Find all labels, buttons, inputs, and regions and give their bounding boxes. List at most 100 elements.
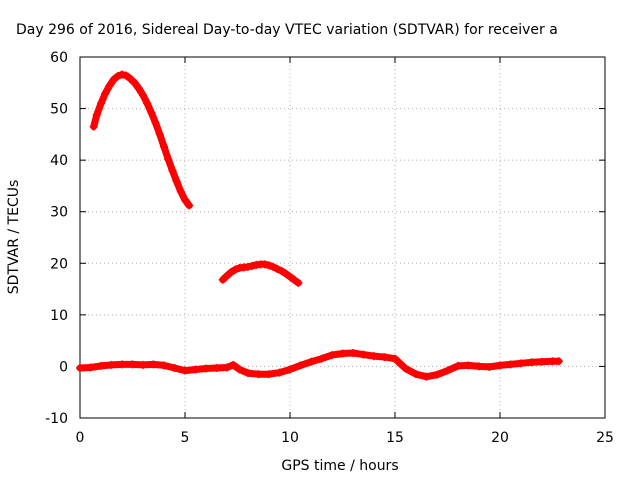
data-point: [317, 354, 326, 363]
chart-title: Day 296 of 2016, Sidereal Day-to-day VTE…: [16, 22, 558, 38]
data-point: [147, 108, 156, 117]
data-point: [223, 271, 231, 280]
data-point: [380, 353, 389, 362]
data-point: [307, 357, 315, 366]
data-point: [191, 365, 200, 374]
data-point: [286, 272, 294, 281]
data-point: [290, 275, 299, 284]
data-point: [139, 91, 147, 100]
x-tick-label: 5: [181, 430, 190, 446]
data-point: [231, 265, 240, 274]
data-series: [76, 70, 563, 381]
x-tick-label: 0: [76, 430, 85, 446]
data-point: [286, 365, 294, 374]
data-point: [454, 361, 462, 370]
data-point: [296, 361, 305, 370]
y-tick-label: 50: [50, 102, 68, 118]
data-point: [527, 358, 536, 367]
data-point: [464, 361, 473, 370]
data-point: [265, 261, 273, 270]
data-point: [412, 370, 420, 379]
data-point: [227, 268, 236, 277]
data-point: [443, 366, 452, 375]
data-point: [269, 262, 278, 271]
data-point: [118, 70, 126, 79]
data-point: [538, 357, 546, 366]
data-point: [517, 359, 525, 368]
series-arc-3: [76, 349, 563, 381]
data-point: [496, 361, 504, 370]
data-point: [86, 363, 95, 372]
data-point: [370, 352, 378, 361]
data-point: [223, 363, 231, 372]
x-tick-label: 15: [386, 430, 404, 446]
data-point: [122, 71, 131, 80]
data-point: [92, 110, 101, 119]
data-point: [506, 360, 515, 369]
y-axis-label: SDTVAR / TECUs: [6, 180, 22, 295]
data-point: [160, 142, 168, 151]
data-point: [391, 354, 399, 363]
data-point: [168, 166, 177, 175]
data-point: [218, 275, 227, 284]
data-point: [485, 362, 494, 371]
x-axis-label: GPS time / hours: [281, 458, 398, 474]
x-tick-label: 25: [596, 430, 614, 446]
data-point: [128, 360, 137, 369]
data-point: [134, 84, 143, 93]
data-point: [265, 370, 273, 379]
data-point: [126, 74, 135, 83]
data-point: [139, 360, 147, 369]
data-point: [475, 362, 483, 371]
data-point: [229, 360, 238, 369]
data-point: [97, 99, 105, 108]
data-point: [181, 195, 189, 204]
series-arc-1: [89, 70, 194, 210]
data-point: [281, 269, 290, 278]
data-point: [244, 369, 252, 378]
data-point: [105, 81, 114, 90]
data-point: [244, 262, 252, 271]
data-point: [433, 370, 441, 379]
data-point: [172, 177, 181, 186]
data-point: [235, 365, 244, 374]
data-point: [143, 99, 152, 108]
plot-frame: [79, 56, 606, 419]
data-point: [202, 364, 210, 373]
data-point: [260, 260, 269, 269]
data-point: [76, 363, 84, 372]
data-point: [273, 264, 282, 273]
data-point: [401, 364, 410, 373]
data-point: [149, 360, 158, 369]
y-tick-label: -10: [45, 411, 68, 427]
data-point: [359, 350, 368, 359]
data-point: [212, 363, 221, 372]
data-point: [109, 75, 118, 84]
data-point: [101, 89, 110, 98]
data-point: [89, 122, 98, 131]
data-point: [155, 130, 164, 139]
data-point: [113, 72, 122, 81]
data-point: [248, 261, 257, 270]
data-point: [294, 278, 303, 287]
x-tick-label: 10: [281, 430, 299, 446]
data-point: [338, 349, 347, 358]
data-point: [277, 267, 286, 276]
y-tick-label: 20: [50, 256, 68, 272]
data-point: [118, 360, 126, 369]
data-point: [130, 78, 139, 87]
y-tick-label: 40: [50, 153, 68, 169]
data-point: [275, 368, 284, 377]
data-point: [181, 366, 189, 375]
data-point: [254, 370, 263, 379]
grid-lines: [80, 57, 605, 418]
data-point: [170, 363, 179, 372]
data-point: [160, 361, 168, 370]
series-arc-2: [218, 260, 303, 287]
y-tick-label: 30: [50, 205, 68, 221]
data-point: [107, 360, 116, 369]
y-tick-label: 0: [59, 359, 68, 375]
y-tick-label: 10: [50, 308, 68, 324]
data-point: [554, 357, 563, 366]
